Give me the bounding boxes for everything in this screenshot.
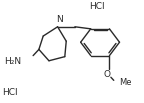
Text: HCl: HCl xyxy=(2,88,18,97)
Text: O: O xyxy=(103,70,110,79)
Text: N: N xyxy=(56,15,62,24)
Text: Me: Me xyxy=(120,78,132,87)
Text: HCl: HCl xyxy=(89,2,104,11)
Text: H₂N: H₂N xyxy=(4,57,22,66)
